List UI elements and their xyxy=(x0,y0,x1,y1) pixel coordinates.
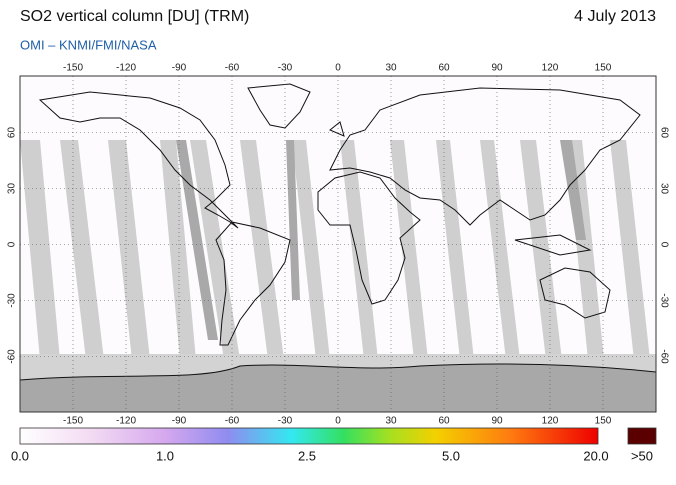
lon-tick-label: 90 xyxy=(491,416,503,427)
lon-tick-label: -60 xyxy=(225,63,240,74)
map xyxy=(20,76,656,412)
lon-tick-label: 60 xyxy=(438,63,450,74)
lat-tick-label: -60 xyxy=(658,349,669,364)
lon-tick-label: 30 xyxy=(385,63,397,74)
map-frame xyxy=(19,75,657,413)
subtitle: OMI – KNMI/FMI/NASA xyxy=(20,37,157,52)
lat-tick-label: 60 xyxy=(7,127,18,139)
colorbar-overflow xyxy=(627,427,657,445)
lon-tick-label: -30 xyxy=(278,63,293,74)
lon-tick-label: -90 xyxy=(172,416,187,427)
colorbar-label: 0.0 xyxy=(11,448,29,463)
lon-tick-label: -120 xyxy=(116,63,136,74)
lon-tick-label: -120 xyxy=(116,416,136,427)
dark-swaths xyxy=(176,140,586,340)
lon-tick-label: 150 xyxy=(595,63,612,74)
colorbar-label: 1.0 xyxy=(156,448,174,463)
coastlines xyxy=(38,83,641,346)
lon-tick-label: 120 xyxy=(542,416,559,427)
title: SO2 vertical column [DU] (TRM) xyxy=(20,8,249,25)
lat-tick-label: 0 xyxy=(658,242,669,248)
lon-tick-label: 0 xyxy=(335,416,341,427)
lat-tick-label: 60 xyxy=(658,127,669,139)
lon-tick-label: -30 xyxy=(278,416,293,427)
lat-tick-label: -60 xyxy=(7,349,18,364)
colorbar-label: 20.0 xyxy=(583,448,608,463)
lat-tick-label: 0 xyxy=(7,241,18,247)
date: 4 July 2013 xyxy=(574,8,656,25)
lat-tick-label: -30 xyxy=(658,293,669,308)
lon-tick-label: 60 xyxy=(438,416,450,427)
lat-tick-label: 30 xyxy=(7,183,18,195)
lat-tick-label: 30 xyxy=(658,183,669,195)
lon-tick-label: 150 xyxy=(595,416,612,427)
lon-tick-label: -150 xyxy=(63,416,83,427)
lon-tick-label: 120 xyxy=(542,63,559,74)
colorbar-label: 5.0 xyxy=(442,448,460,463)
lon-tick-label: 0 xyxy=(335,63,341,74)
colorbar-label: >50 xyxy=(631,448,653,463)
lon-tick-label: -60 xyxy=(225,416,240,427)
swaths xyxy=(20,140,650,360)
lon-tick-label: -150 xyxy=(63,63,83,74)
graticule xyxy=(20,76,656,412)
lon-tick-label: 30 xyxy=(385,416,397,427)
lon-tick-label: -90 xyxy=(172,63,187,74)
colorbar-label: 2.5 xyxy=(298,448,316,463)
lat-tick-label: -30 xyxy=(7,293,18,308)
colorbar xyxy=(19,427,599,445)
lon-tick-label: 90 xyxy=(491,63,503,74)
